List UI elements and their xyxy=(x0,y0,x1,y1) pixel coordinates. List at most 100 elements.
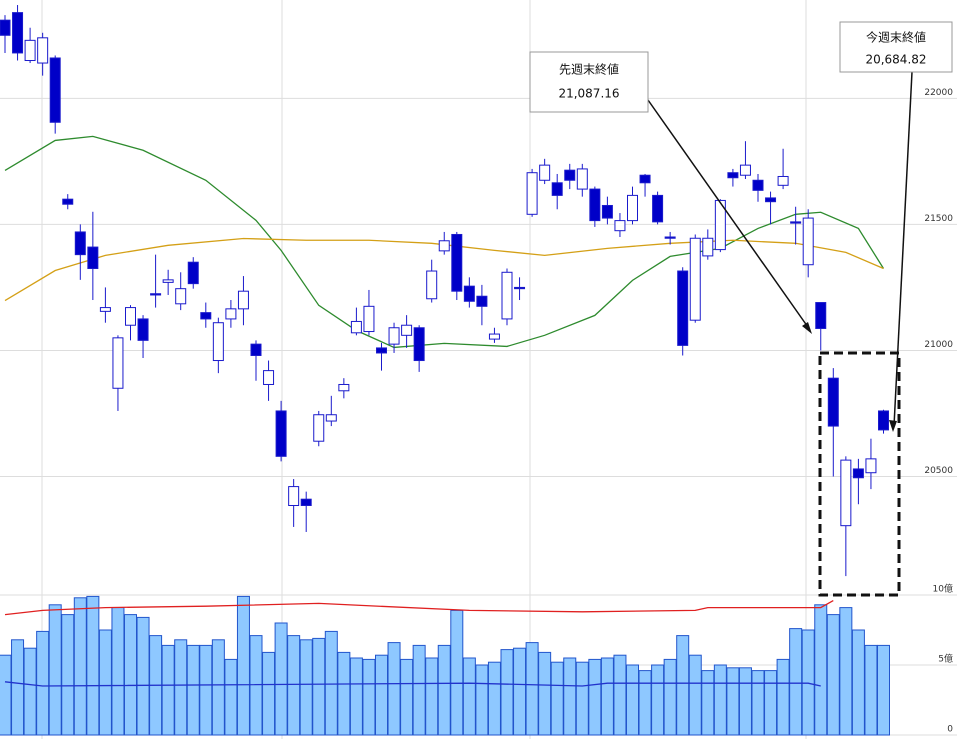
candle-body xyxy=(175,288,187,305)
y-tick-label: 22000 xyxy=(924,88,953,98)
y-tick-label: 21500 xyxy=(924,214,953,224)
candle-body xyxy=(878,410,889,431)
volume-bar xyxy=(299,639,313,736)
candle-body xyxy=(263,370,275,385)
candle-body xyxy=(488,333,500,340)
candle-body xyxy=(24,39,36,62)
candle-body xyxy=(564,169,576,181)
volume-bar xyxy=(801,629,815,736)
candle-body xyxy=(62,198,74,205)
volume-bar xyxy=(789,628,803,736)
candle-body xyxy=(463,285,475,302)
candle-body xyxy=(125,307,136,326)
volume-bar xyxy=(513,647,527,736)
moving-average-line xyxy=(4,135,885,349)
moving-average-line xyxy=(4,237,884,302)
volume-tick-label: 5億 xyxy=(938,653,953,665)
candle-body xyxy=(363,305,375,333)
candle-body xyxy=(338,383,350,392)
candle-body xyxy=(37,37,49,64)
candle-body xyxy=(137,318,149,341)
arrow-head xyxy=(802,322,812,334)
candle-body xyxy=(12,12,24,54)
candle-body xyxy=(526,172,538,215)
y-tick-label: 20500 xyxy=(924,466,953,476)
y-tick-label: 21000 xyxy=(924,340,953,350)
volume-bar xyxy=(701,670,715,736)
candle-body xyxy=(325,414,337,422)
volume-bar xyxy=(48,604,62,736)
annotation-box xyxy=(839,21,953,73)
volume-bar xyxy=(400,658,414,736)
volume-bar xyxy=(764,670,778,736)
candle-body xyxy=(388,327,400,345)
volume-bar xyxy=(249,635,263,736)
candle-body xyxy=(802,217,814,266)
candle-body xyxy=(752,179,764,191)
volume-bar xyxy=(487,661,501,736)
annotation-value: 21,087.16 xyxy=(558,87,619,101)
annotation-title: 今週末終値 xyxy=(866,30,926,45)
volume-bar xyxy=(337,651,351,736)
annotation-box xyxy=(529,51,649,113)
volume-bar xyxy=(613,654,627,736)
volume-bar xyxy=(73,597,87,736)
volume-bar xyxy=(362,658,376,736)
volume-bar xyxy=(36,630,50,736)
volume-bar xyxy=(11,639,25,736)
candle-body xyxy=(451,233,463,292)
candle-body xyxy=(225,308,237,320)
candle-body xyxy=(99,307,111,312)
candle-body xyxy=(438,240,450,252)
volume-bar xyxy=(425,657,439,736)
volume-bar xyxy=(98,629,112,736)
candle-body xyxy=(677,270,689,346)
volume-bar xyxy=(826,614,840,736)
volume-bar xyxy=(0,654,12,736)
volume-bar xyxy=(550,661,564,736)
candle-body xyxy=(212,322,224,362)
volume-average-line xyxy=(4,681,821,687)
volume-bar xyxy=(450,609,464,736)
volume-bar xyxy=(136,616,150,736)
candle-body xyxy=(840,459,852,527)
candle-body xyxy=(689,237,701,321)
candle-body xyxy=(852,468,864,479)
volume-bar xyxy=(124,614,137,736)
volume-bar xyxy=(224,658,238,736)
candle-body xyxy=(187,261,199,285)
candle-body xyxy=(313,414,325,442)
volume-bar xyxy=(86,595,100,736)
volume-bar xyxy=(387,642,401,736)
candle-body xyxy=(739,164,751,176)
volume-bar xyxy=(23,647,37,736)
volume-bar xyxy=(274,622,288,736)
volume-bar xyxy=(626,664,639,736)
candle-body xyxy=(790,221,802,224)
volume-bar xyxy=(575,661,589,736)
highlight-box xyxy=(818,351,901,597)
candle-body xyxy=(275,410,287,457)
volume-bar xyxy=(751,670,765,736)
volume-tick-label: 10億 xyxy=(933,583,953,595)
volume-bar xyxy=(864,644,878,736)
candle-body xyxy=(350,320,362,334)
volume-bar xyxy=(851,629,865,736)
candle-body xyxy=(865,458,877,474)
candle-body xyxy=(765,197,777,203)
volume-bar xyxy=(738,667,752,736)
candle-body xyxy=(162,279,174,283)
volume-bar xyxy=(600,657,614,736)
volume-average-line xyxy=(4,600,834,616)
volume-bar xyxy=(776,658,790,736)
candle-body xyxy=(0,19,11,36)
volume-bar xyxy=(349,657,363,736)
volume-bar xyxy=(236,595,250,736)
arrow-head xyxy=(889,420,897,432)
volume-bar xyxy=(638,670,652,736)
candle-body xyxy=(87,246,99,270)
candle-body xyxy=(514,286,526,290)
candle-body xyxy=(300,498,312,506)
candle-body xyxy=(112,337,124,389)
